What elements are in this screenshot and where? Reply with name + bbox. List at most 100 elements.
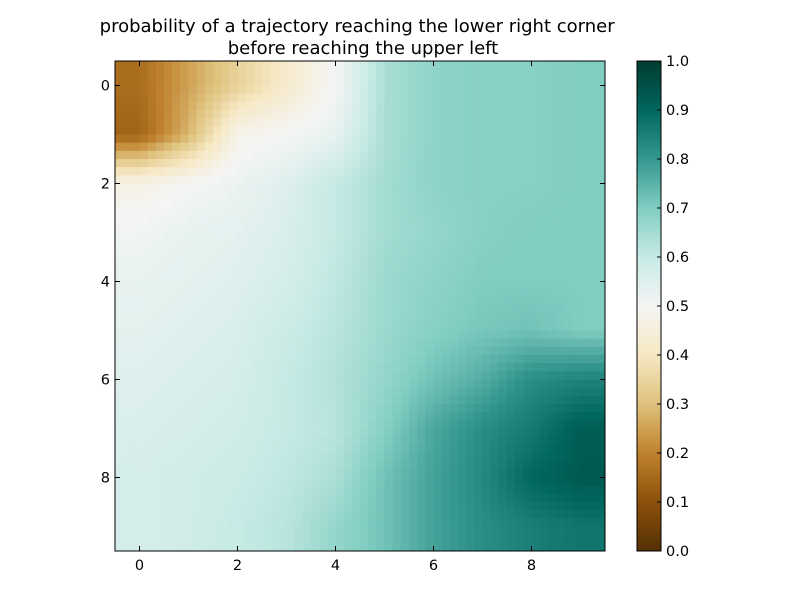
heatmap-cell bbox=[531, 444, 541, 454]
heatmap-cell bbox=[458, 93, 467, 103]
heatmap-cell bbox=[417, 346, 426, 356]
heatmap-cell bbox=[417, 150, 426, 160]
heatmap-cell bbox=[172, 542, 181, 551]
heatmap-cell bbox=[351, 142, 361, 152]
heatmap-cell bbox=[507, 191, 516, 201]
heatmap-cell bbox=[188, 208, 198, 217]
heatmap-cell bbox=[204, 175, 214, 185]
heatmap-cell bbox=[360, 436, 369, 446]
heatmap-cell bbox=[490, 85, 500, 95]
heatmap-cell bbox=[123, 404, 132, 413]
heatmap-cell bbox=[572, 208, 582, 217]
heatmap-cell bbox=[466, 150, 475, 160]
heatmap-cell bbox=[482, 118, 492, 127]
heatmap-cell bbox=[262, 330, 271, 340]
heatmap-cell bbox=[417, 534, 426, 544]
heatmap-cell bbox=[474, 346, 484, 356]
heatmap-cell bbox=[596, 338, 605, 348]
heatmap-cell bbox=[466, 257, 475, 266]
heatmap-cell bbox=[400, 232, 410, 242]
heatmap-cell bbox=[564, 142, 573, 152]
heatmap-cell bbox=[327, 330, 337, 340]
heatmap-cell bbox=[588, 175, 598, 185]
heatmap-cell bbox=[327, 175, 337, 185]
heatmap-cell bbox=[580, 191, 590, 201]
heatmap-cell bbox=[474, 110, 484, 119]
heatmap-cell bbox=[155, 412, 165, 421]
heatmap-cell bbox=[164, 134, 173, 144]
heatmap-cell bbox=[384, 297, 394, 307]
heatmap-cell bbox=[596, 142, 605, 152]
heatmap-cell bbox=[417, 542, 426, 551]
heatmap-cell bbox=[196, 289, 206, 299]
heatmap-cell bbox=[172, 314, 181, 323]
heatmap-cell bbox=[213, 175, 222, 185]
heatmap-cell bbox=[319, 216, 328, 225]
heatmap-cell bbox=[351, 265, 361, 274]
heatmap-cell bbox=[384, 428, 394, 438]
heatmap-cell bbox=[343, 404, 353, 413]
heatmap-cell bbox=[343, 208, 353, 217]
heatmap-cell bbox=[523, 183, 533, 193]
heatmap-cell bbox=[204, 224, 214, 234]
heatmap-cell bbox=[433, 273, 443, 283]
heatmap-cell bbox=[294, 322, 304, 332]
heatmap-cell bbox=[327, 289, 337, 299]
heatmap-cell bbox=[155, 420, 165, 430]
heatmap-cell bbox=[474, 273, 484, 283]
heatmap-cell bbox=[262, 208, 271, 217]
heatmap-cell bbox=[449, 93, 459, 103]
heatmap-cell bbox=[294, 510, 304, 519]
heatmap-cell bbox=[229, 69, 239, 78]
heatmap-cell bbox=[449, 510, 459, 519]
heatmap-cell bbox=[172, 306, 181, 315]
heatmap-cell bbox=[498, 101, 508, 111]
heatmap-cell bbox=[523, 477, 533, 487]
heatmap-cell bbox=[523, 387, 533, 397]
heatmap-cell bbox=[262, 134, 271, 144]
heatmap-cell bbox=[482, 159, 492, 168]
heatmap-cell bbox=[351, 306, 361, 315]
heatmap-cell bbox=[572, 412, 582, 421]
heatmap-cell bbox=[147, 477, 157, 487]
heatmap-cell bbox=[286, 126, 296, 136]
heatmap-cell bbox=[572, 314, 582, 323]
heatmap-cell bbox=[433, 240, 443, 250]
heatmap-cell bbox=[360, 77, 369, 87]
heatmap-cell bbox=[253, 314, 263, 323]
heatmap-cell bbox=[596, 355, 605, 364]
heatmap-cell bbox=[286, 493, 296, 503]
heatmap-cell bbox=[425, 436, 435, 446]
heatmap-cell bbox=[556, 110, 565, 119]
heatmap-cell bbox=[286, 265, 296, 274]
heatmap-cell bbox=[474, 477, 484, 487]
heatmap-cell bbox=[360, 469, 369, 479]
heatmap-cell bbox=[441, 142, 451, 152]
heatmap-cell bbox=[131, 167, 141, 176]
heatmap-cell bbox=[213, 355, 222, 364]
heatmap-cell bbox=[392, 159, 402, 168]
heatmap-cell bbox=[523, 224, 533, 234]
heatmap-cell bbox=[147, 232, 157, 242]
heatmap-cell bbox=[539, 175, 549, 185]
heatmap-cell bbox=[188, 118, 198, 127]
heatmap-cell bbox=[368, 93, 377, 103]
heatmap-cell bbox=[490, 404, 500, 413]
heatmap-cell bbox=[270, 289, 279, 299]
heatmap-cell bbox=[204, 118, 214, 127]
heatmap-cell bbox=[302, 77, 312, 87]
heatmap-cell bbox=[425, 93, 435, 103]
heatmap-cell bbox=[564, 199, 573, 209]
heatmap-cell bbox=[466, 436, 475, 446]
heatmap-cell bbox=[311, 273, 320, 283]
heatmap-cell bbox=[466, 224, 475, 234]
heatmap-cell bbox=[433, 69, 443, 78]
heatmap-cell bbox=[229, 134, 239, 144]
heatmap-cell bbox=[115, 61, 124, 70]
heatmap-cell bbox=[515, 224, 524, 234]
heatmap-cell bbox=[253, 444, 263, 454]
heatmap-cell bbox=[286, 461, 296, 470]
heatmap-cell bbox=[123, 183, 132, 193]
heatmap-cell bbox=[147, 69, 157, 78]
heatmap-cell bbox=[449, 175, 459, 185]
